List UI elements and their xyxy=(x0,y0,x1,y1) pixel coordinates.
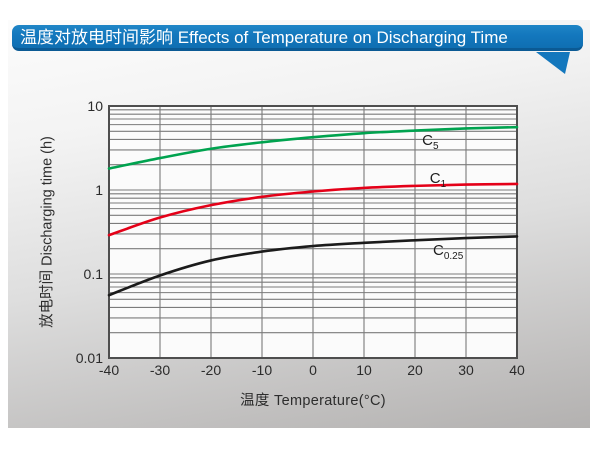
curve-c5 xyxy=(107,125,519,170)
x-tick-label: 40 xyxy=(509,362,525,378)
curve-c0.25 xyxy=(107,235,519,297)
series-label-c1: C1 xyxy=(429,169,447,190)
x-tick-label: 0 xyxy=(309,362,317,378)
series-label-c0.25: C0.25 xyxy=(432,241,464,262)
x-tick-label: -10 xyxy=(251,362,273,378)
chart-title: 温度对放电时间影响 Effects of Temperature on Disc… xyxy=(20,28,508,47)
y-tick-label: 0.01 xyxy=(75,350,103,366)
curve-c1 xyxy=(107,182,519,237)
y-axis-title: 放电时间 Discharging time (h) xyxy=(39,136,56,328)
x-tick-label: -40 xyxy=(98,362,120,378)
series-label-c5: C5 xyxy=(422,132,439,153)
x-tick-label: 30 xyxy=(458,362,474,378)
banner-speech-tail xyxy=(536,52,570,74)
chart-title-banner: 温度对放电时间影响 Effects of Temperature on Disc… xyxy=(12,25,583,51)
x-axis-title: 温度 Temperature(°C) xyxy=(240,393,386,409)
plot-border xyxy=(108,105,518,359)
x-tick-label: -30 xyxy=(149,362,171,378)
x-tick-label: 20 xyxy=(407,362,423,378)
x-tick-label: -20 xyxy=(200,362,222,378)
y-tick-label: 0.1 xyxy=(83,266,103,282)
y-tick-label: 10 xyxy=(87,98,103,114)
y-tick-label: 1 xyxy=(95,182,103,198)
x-tick-label: 10 xyxy=(356,362,372,378)
